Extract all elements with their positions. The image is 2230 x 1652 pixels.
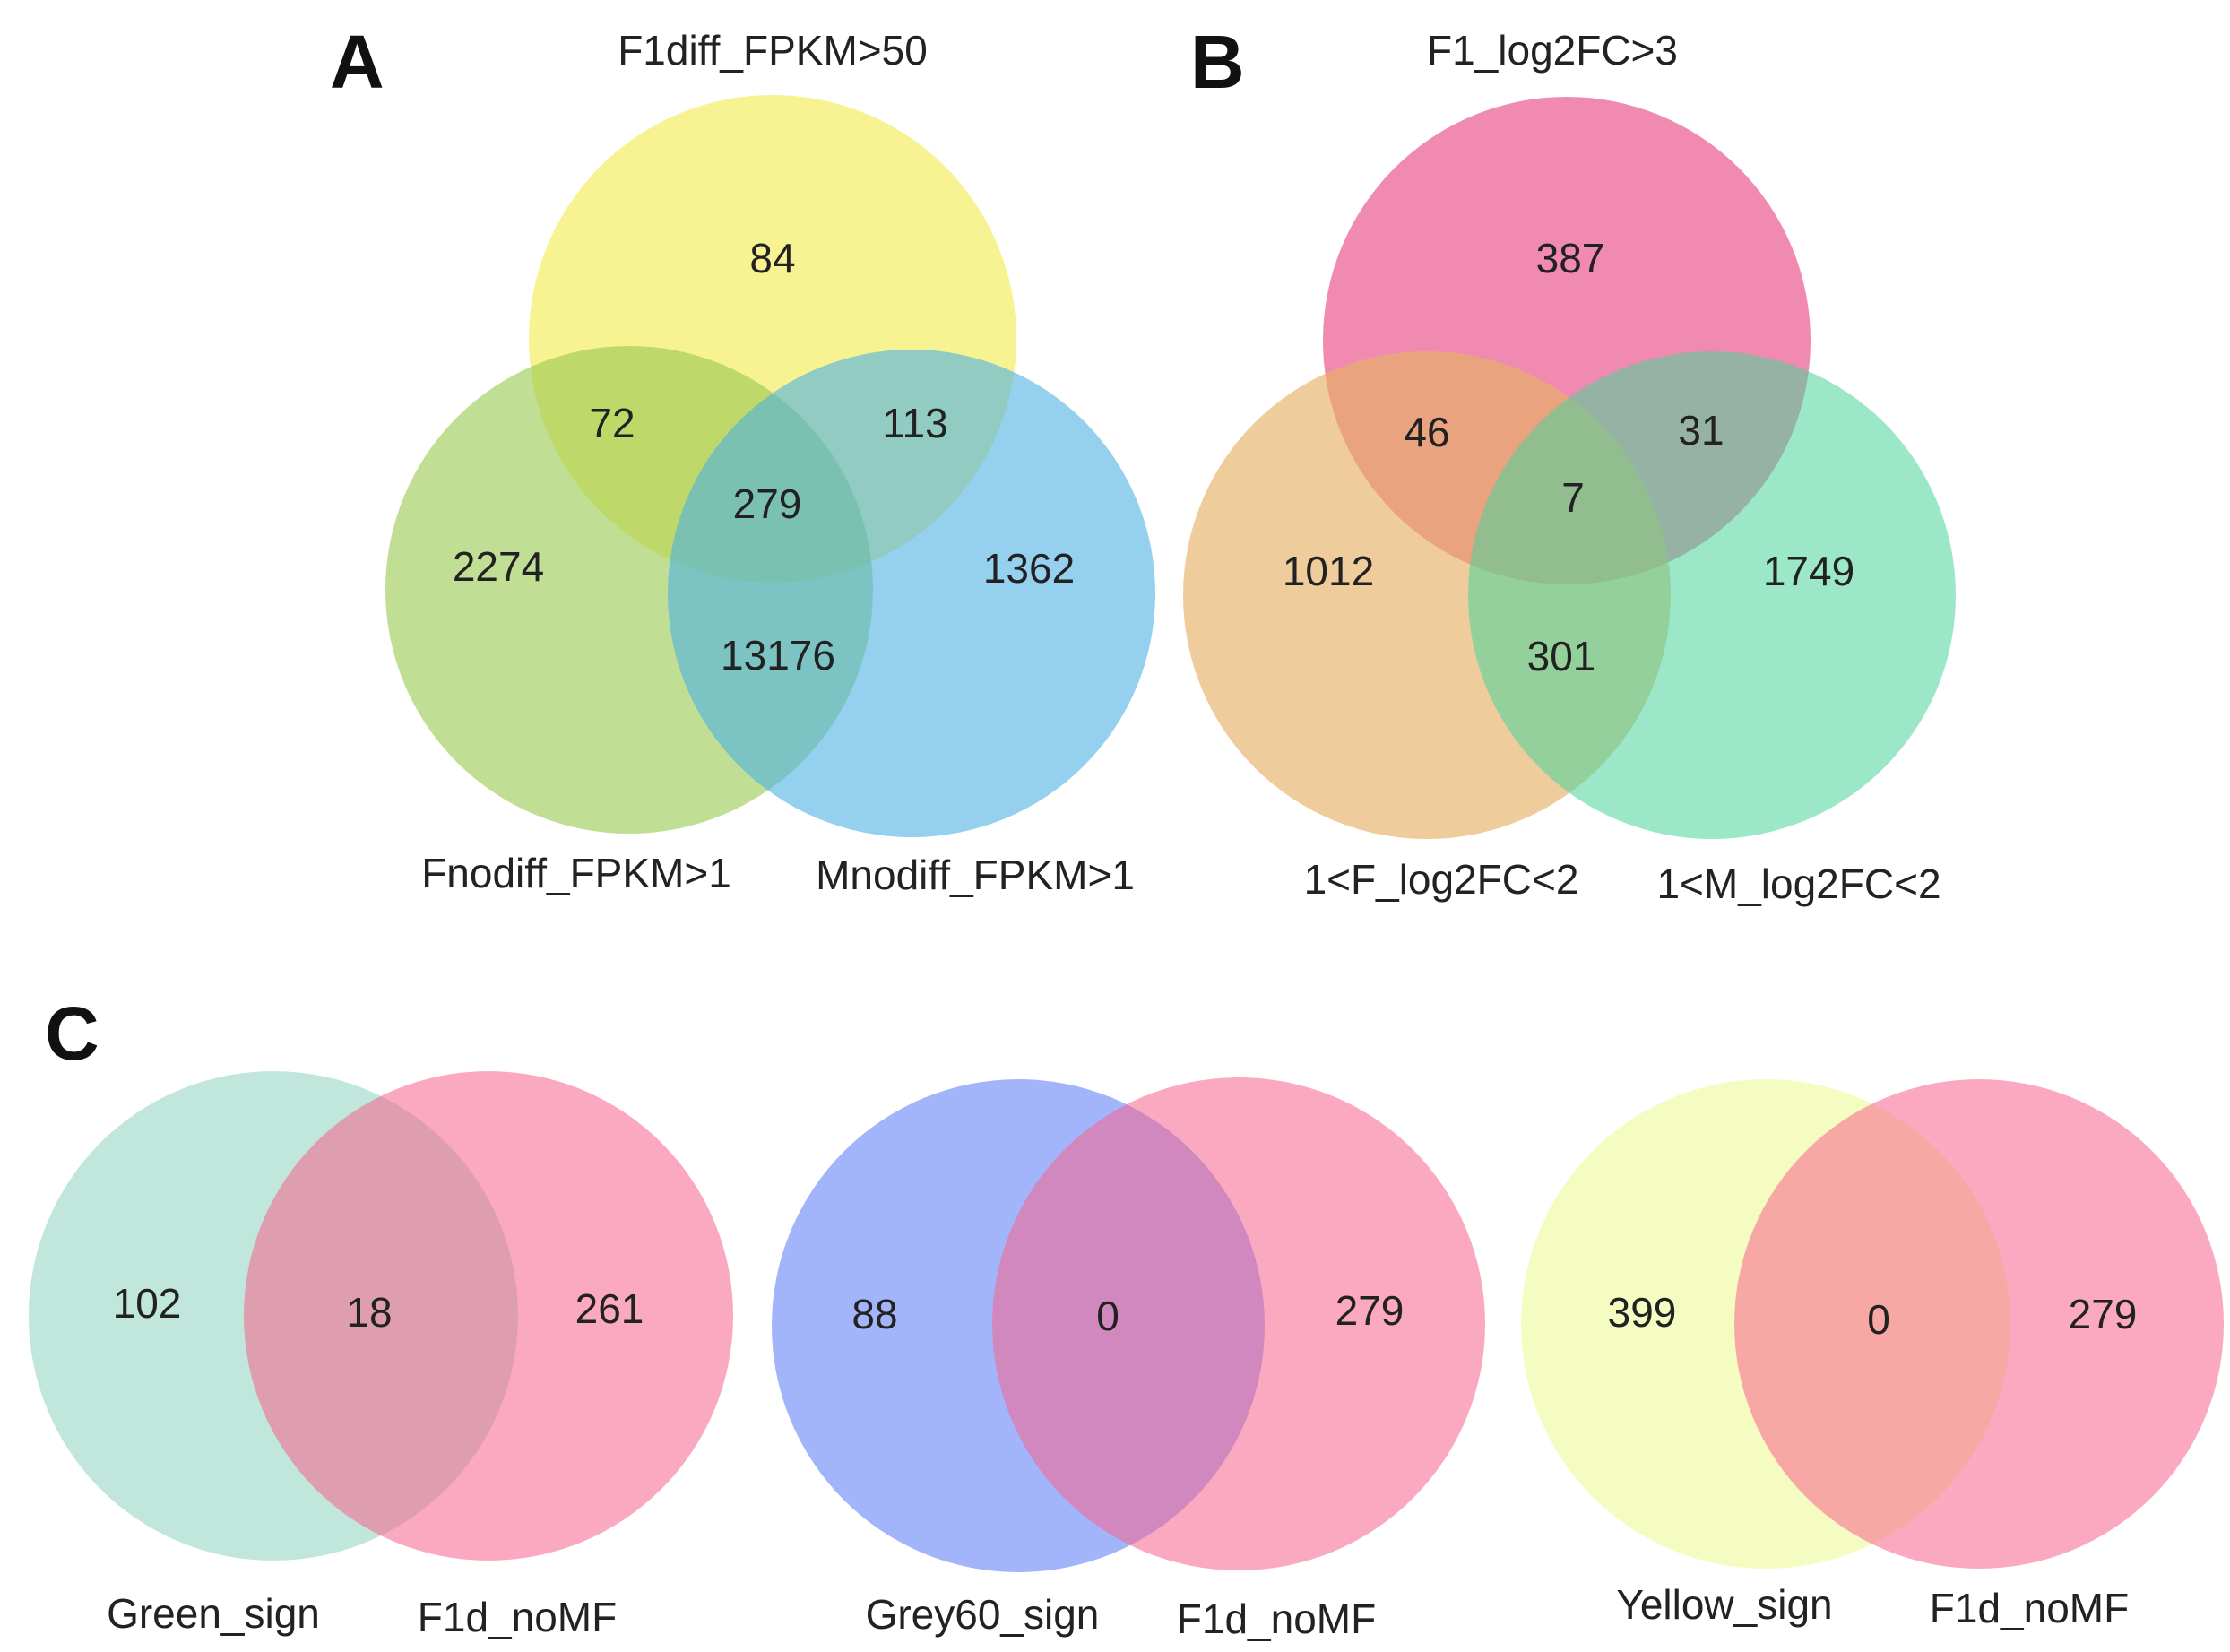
venn-c3-circle-f1d-nomf	[1734, 1079, 2224, 1569]
venn-c3-label-f1d-nomf: F1d_noMF	[1930, 1585, 2129, 1631]
venn-b-count-f-m: 301	[1527, 633, 1596, 679]
venn-c2-label-grey60-sign: Grey60_sign	[866, 1591, 1100, 1638]
panel-c-letter: C	[45, 991, 99, 1076]
venn-a-label-f1diff: F1diff_FPKM>50	[618, 27, 928, 74]
venn-b-circle-m-log2fc	[1468, 351, 1956, 839]
panel-a: A F1diff_FPKM>50 Fnodiff_FPKM>1 Mnodiff_…	[330, 20, 1155, 898]
venn-c2-count-both: 0	[1096, 1293, 1119, 1339]
venn-a-count-only-f1diff: 84	[749, 235, 795, 281]
venn-a-count-only-mnodiff: 1362	[983, 545, 1075, 592]
panel-b-letter: B	[1190, 20, 1245, 104]
venn-c1-count-right-only: 261	[575, 1285, 644, 1332]
venn-a-circle-mnodiff	[668, 350, 1155, 837]
venn-b-count-all: 7	[1561, 474, 1585, 521]
venn-c1-label-f1d-nomf: F1d_noMF	[418, 1594, 617, 1640]
venn-c1-label-green-sign: Green_sign	[107, 1590, 320, 1637]
venn-b-label-f1-log2fc: F1_log2FC>3	[1427, 27, 1678, 74]
panel-b: B F1_log2FC>3 1<F_log2FC<2 1<M_log2FC<2 …	[1183, 20, 1956, 907]
venn-b-count-f1-m: 31	[1678, 407, 1724, 454]
venn-a-label-fnodiff: Fnodiff_FPKM>1	[421, 850, 731, 896]
venn-a-count-f1diff-fnodiff: 72	[589, 400, 635, 446]
venn-c2-label-f1d-nomf: F1d_noMF	[1177, 1596, 1376, 1642]
venn-a-count-f1diff-mnodiff: 113	[882, 400, 947, 446]
panel-c: C Green_sign F1d_noMF 102 18 261 Grey60_…	[29, 991, 2224, 1642]
venn-c2-count-right-only: 279	[1335, 1287, 1405, 1334]
venn-c3-count-left-only: 399	[1608, 1289, 1677, 1336]
venn-c-pair-grey60: Grey60_sign F1d_noMF 88 0 279	[772, 1077, 1485, 1642]
venn-b-count-only-f: 1012	[1283, 548, 1374, 594]
venn-b-label-f-log2fc: 1<F_log2FC<2	[1304, 856, 1579, 903]
venn-b-count-only-m: 1749	[1763, 548, 1854, 594]
venn-c3-count-both: 0	[1867, 1296, 1890, 1343]
venn-b-count-f1-f: 46	[1404, 409, 1449, 455]
venn-b-label-m-log2fc: 1<M_log2FC<2	[1656, 861, 1940, 907]
venn-c-pair-yellow: Yellow_sign F1d_noMF 399 0 279	[1521, 1079, 2224, 1631]
venn-c1-count-both: 18	[346, 1289, 392, 1336]
venn-c3-count-right-only: 279	[2069, 1291, 2138, 1337]
venn-c-pair-green: Green_sign F1d_noMF 102 18 261	[29, 1071, 733, 1640]
venn-b-count-only-f1: 387	[1536, 235, 1605, 281]
venn-c1-count-left-only: 102	[113, 1280, 182, 1327]
venn-a-count-only-fnodiff: 2274	[453, 543, 544, 590]
venn-a-count-all: 279	[733, 480, 802, 527]
venn-a-label-mnodiff: Mnodiff_FPKM>1	[816, 852, 1135, 898]
venn-c2-circle-f1d-nomf	[992, 1077, 1485, 1570]
venn-a-count-fnodiff-mnodiff: 13176	[721, 632, 835, 679]
venn-c3-label-yellow-sign: Yellow_sign	[1616, 1581, 1832, 1628]
venn-c1-circle-f1d-nomf	[244, 1071, 733, 1561]
venn-c2-count-left-only: 88	[851, 1291, 897, 1337]
panel-a-letter: A	[330, 20, 385, 104]
